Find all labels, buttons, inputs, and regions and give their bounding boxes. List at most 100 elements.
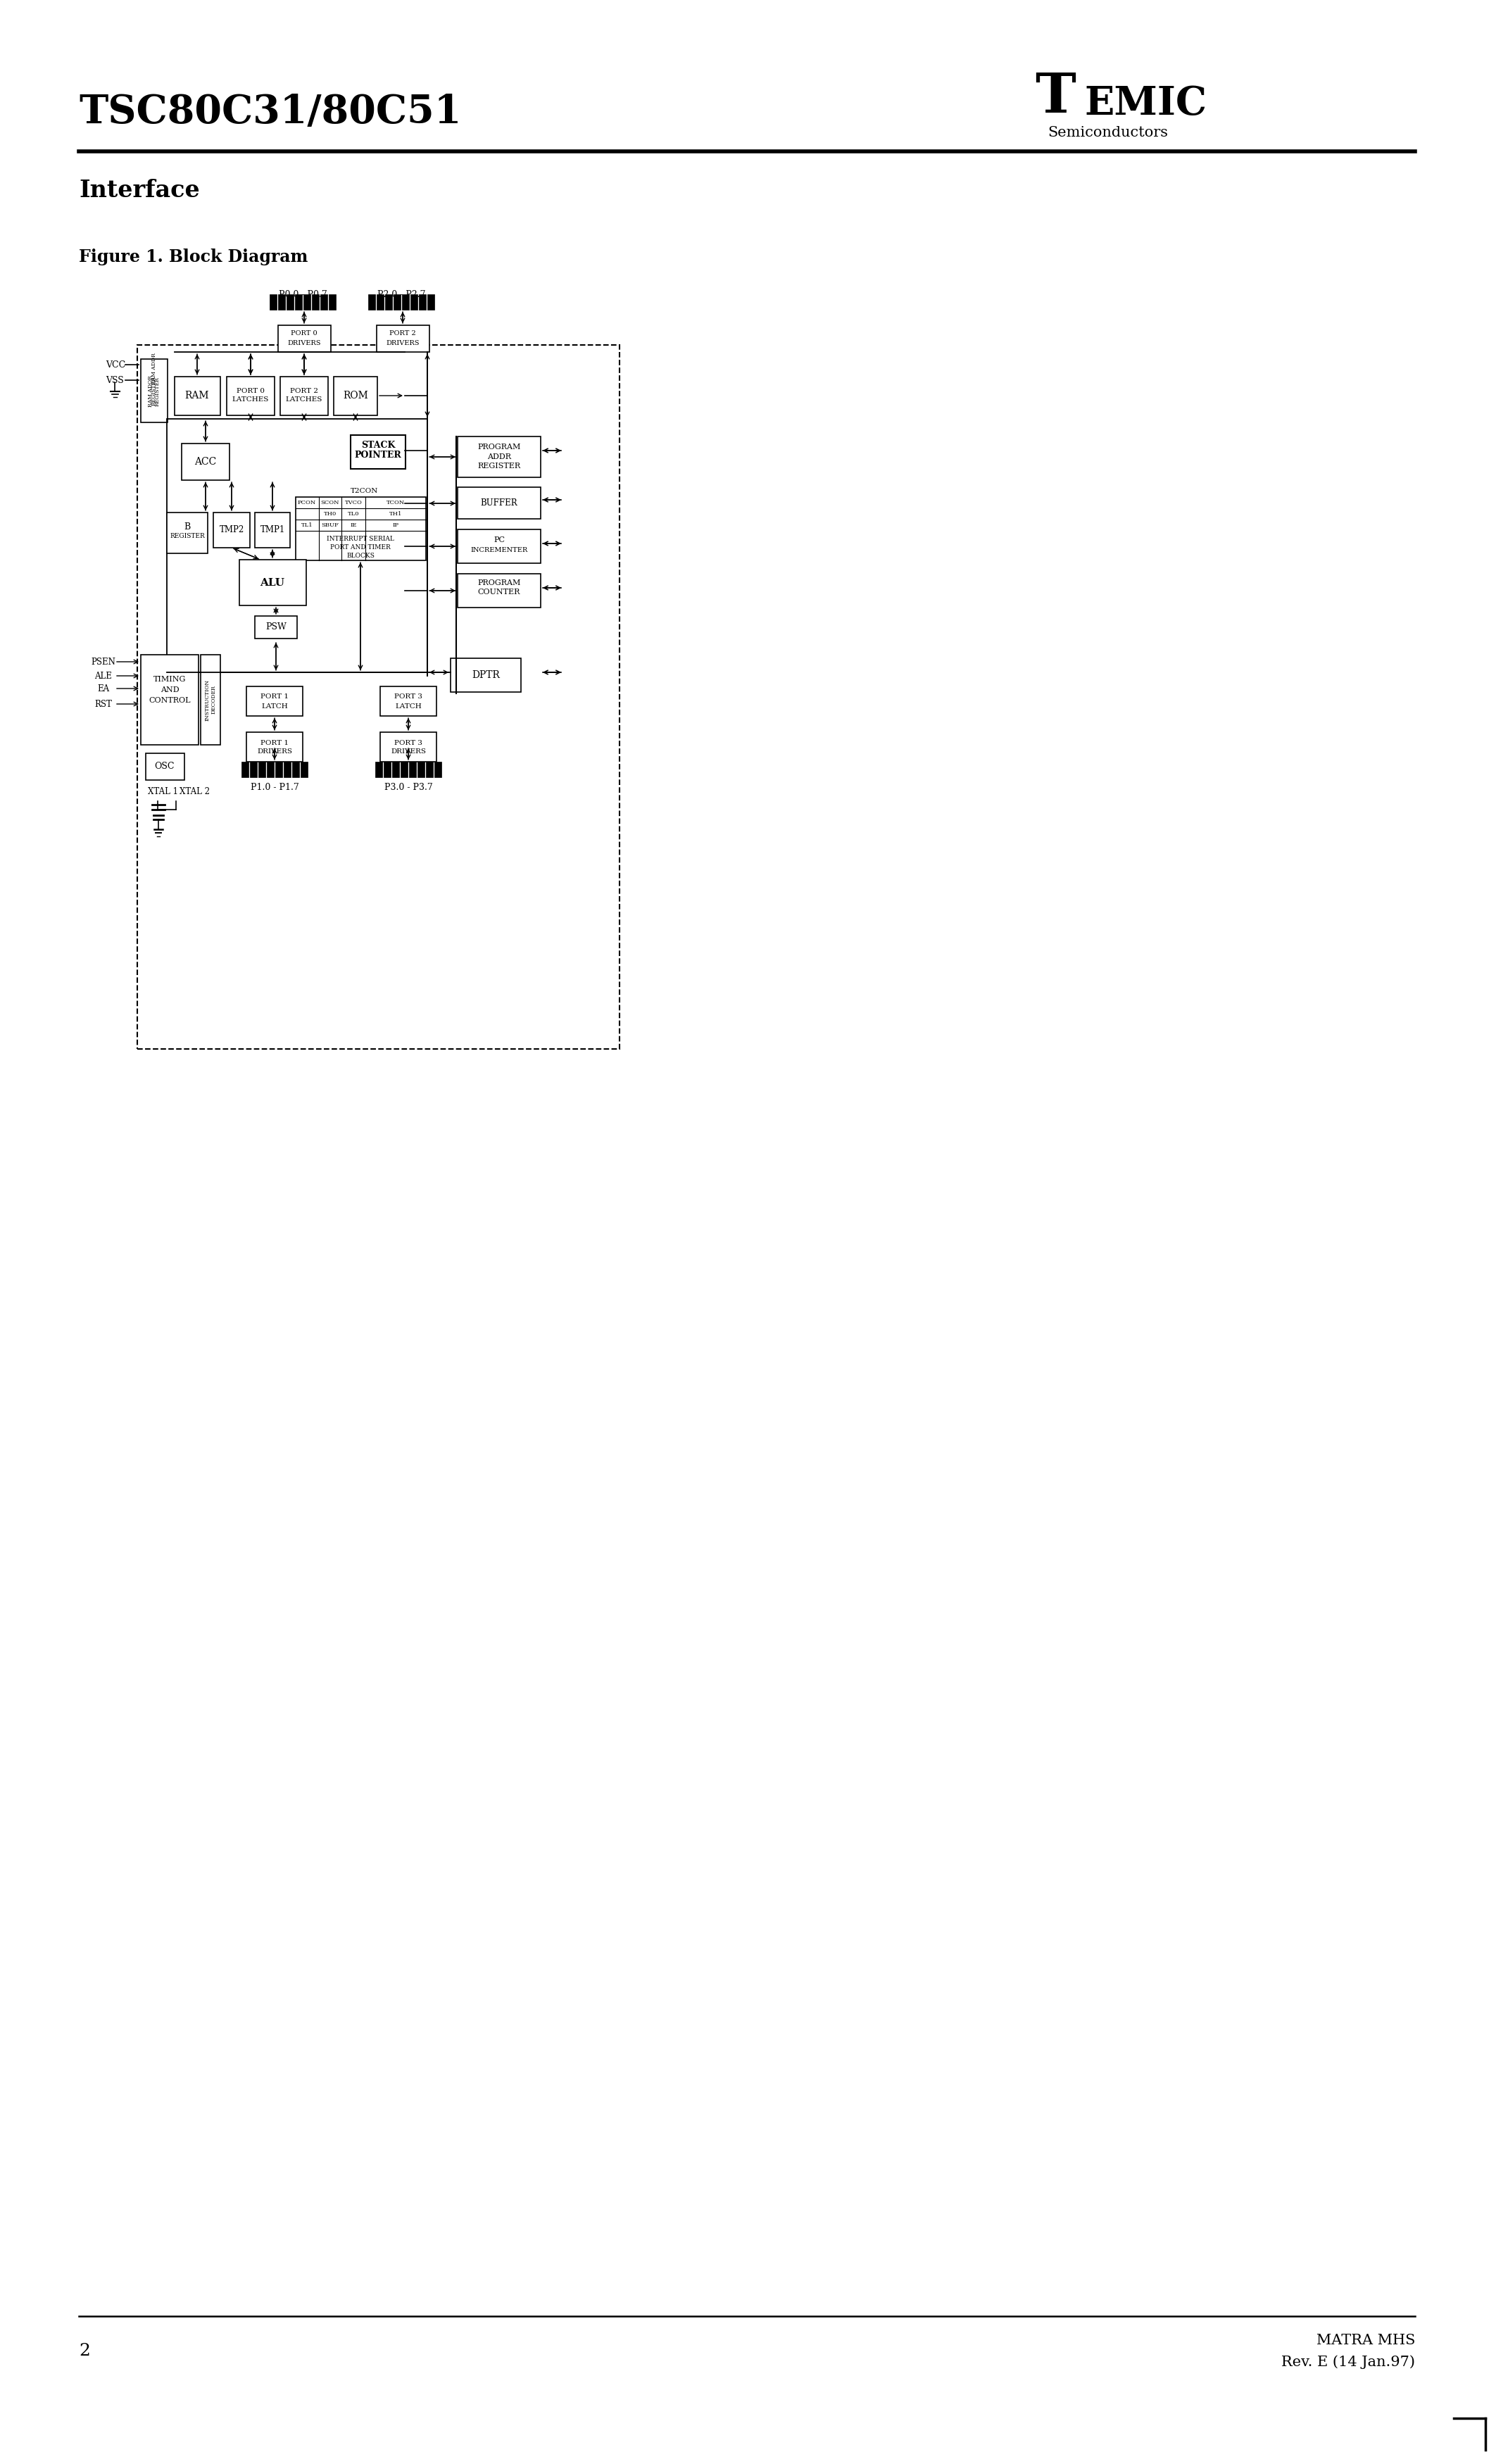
- Bar: [266, 761, 274, 776]
- Bar: [392, 761, 399, 776]
- Bar: [168, 513, 208, 554]
- Text: CONTROL: CONTROL: [148, 697, 190, 705]
- Text: PSEN: PSEN: [91, 658, 115, 665]
- Text: PORT 1: PORT 1: [260, 695, 289, 700]
- Text: ACC: ACC: [194, 456, 217, 466]
- Text: VCC: VCC: [106, 360, 126, 370]
- Text: PORT AND TIMER: PORT AND TIMER: [331, 545, 390, 552]
- Bar: [138, 345, 619, 1050]
- Bar: [384, 293, 392, 310]
- Text: ADDR: ADDR: [488, 453, 512, 461]
- Text: ROM: ROM: [343, 392, 368, 402]
- Text: LATCHES: LATCHES: [286, 397, 323, 404]
- Bar: [227, 377, 275, 416]
- Text: PORT 2: PORT 2: [290, 387, 319, 394]
- Bar: [301, 761, 308, 776]
- Bar: [393, 293, 401, 310]
- Text: DRIVERS: DRIVERS: [390, 749, 426, 754]
- Bar: [175, 377, 220, 416]
- Bar: [410, 293, 417, 310]
- Text: TCON: TCON: [386, 500, 405, 505]
- Bar: [145, 754, 184, 781]
- Bar: [350, 436, 405, 468]
- Text: XTAL 1: XTAL 1: [148, 788, 178, 796]
- Bar: [334, 377, 377, 416]
- Bar: [181, 444, 229, 480]
- Text: PORT 3: PORT 3: [395, 695, 422, 700]
- Text: Interface: Interface: [79, 177, 200, 202]
- Bar: [311, 293, 319, 310]
- Text: STACK: STACK: [361, 441, 395, 451]
- Text: PROGRAM: PROGRAM: [477, 579, 521, 586]
- Text: TH0: TH0: [323, 510, 337, 517]
- Bar: [241, 761, 248, 776]
- Text: P3.0 - P3.7: P3.0 - P3.7: [384, 784, 432, 791]
- Text: P1.0 - P1.7: P1.0 - P1.7: [250, 784, 299, 791]
- Bar: [269, 293, 277, 310]
- Text: MATRA MHS: MATRA MHS: [1316, 2333, 1415, 2348]
- Text: TL0: TL0: [347, 510, 359, 517]
- Bar: [458, 574, 540, 609]
- Bar: [141, 360, 168, 421]
- Text: IP: IP: [392, 522, 399, 527]
- Text: PSW: PSW: [265, 623, 287, 631]
- Text: T: T: [1035, 71, 1076, 123]
- Bar: [280, 377, 328, 416]
- Text: TSC80C31/80C51: TSC80C31/80C51: [79, 94, 461, 133]
- Bar: [275, 761, 283, 776]
- Bar: [402, 293, 408, 310]
- Text: COUNTER: COUNTER: [477, 589, 521, 596]
- Text: TL1: TL1: [301, 522, 313, 527]
- Text: TH1: TH1: [389, 510, 402, 517]
- Bar: [304, 293, 311, 310]
- Text: B: B: [184, 522, 190, 532]
- Text: LATCH: LATCH: [262, 702, 287, 710]
- Text: P2.0 - P2.7: P2.0 - P2.7: [377, 291, 425, 298]
- Text: DRIVERS: DRIVERS: [287, 340, 320, 345]
- Text: LATCH: LATCH: [395, 702, 422, 710]
- Bar: [168, 419, 428, 673]
- Bar: [383, 761, 390, 776]
- Text: Figure 1. Block Diagram: Figure 1. Block Diagram: [79, 249, 308, 266]
- Bar: [417, 761, 425, 776]
- Text: RAM: RAM: [186, 392, 209, 402]
- Text: RAM ADDR: RAM ADDR: [151, 352, 157, 384]
- Text: INSTRUCTION
DECODER: INSTRUCTION DECODER: [205, 680, 217, 719]
- Text: SBUF: SBUF: [322, 522, 340, 527]
- Text: REGISTER: REGISTER: [477, 463, 521, 471]
- Bar: [287, 293, 293, 310]
- Bar: [259, 761, 265, 776]
- Bar: [296, 498, 426, 559]
- Text: BLOCKS: BLOCKS: [347, 552, 374, 559]
- Bar: [239, 559, 307, 606]
- Bar: [200, 655, 220, 744]
- Text: TVCO: TVCO: [344, 500, 362, 505]
- Bar: [320, 293, 328, 310]
- Bar: [278, 325, 331, 352]
- Text: Rev. E (14 Jan.97): Rev. E (14 Jan.97): [1281, 2356, 1415, 2368]
- Bar: [426, 761, 432, 776]
- Bar: [380, 687, 437, 717]
- Text: T2CON: T2CON: [350, 488, 378, 495]
- Text: REGISTER: REGISTER: [169, 532, 205, 540]
- Text: POINTER: POINTER: [355, 451, 401, 461]
- Text: P0.0 - P0.7: P0.0 - P0.7: [278, 291, 328, 298]
- Text: ALU: ALU: [260, 579, 284, 589]
- Bar: [450, 658, 521, 692]
- Text: ALE: ALE: [94, 670, 112, 680]
- Text: OSC: OSC: [154, 761, 175, 771]
- Text: BUFFER: BUFFER: [480, 498, 518, 508]
- Text: PORT 3: PORT 3: [395, 739, 422, 747]
- Bar: [250, 761, 257, 776]
- Text: DRIVERS: DRIVERS: [257, 749, 292, 754]
- Bar: [368, 293, 375, 310]
- Bar: [458, 530, 540, 564]
- Bar: [419, 293, 426, 310]
- Bar: [377, 325, 429, 352]
- Bar: [329, 293, 335, 310]
- Text: XTAL 2: XTAL 2: [180, 788, 209, 796]
- Text: PORT 0: PORT 0: [290, 330, 317, 338]
- Bar: [428, 293, 434, 310]
- Bar: [375, 761, 383, 776]
- Text: LATCHES: LATCHES: [232, 397, 269, 404]
